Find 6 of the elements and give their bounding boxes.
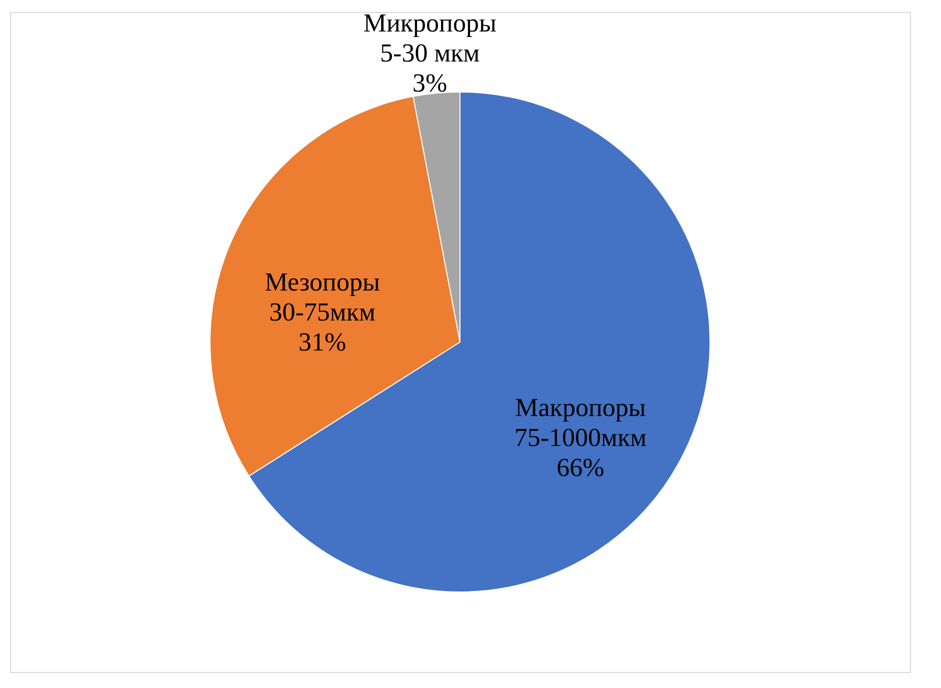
data-label: 3%	[412, 68, 448, 98]
slice-label: Макропоры 75-1000мкм	[514, 393, 647, 452]
data-label: 66%	[556, 453, 604, 482]
slice-label: Микропоры 5-30 мкм	[363, 8, 496, 68]
slice-label: Мезопоры 30-75мкм	[264, 267, 380, 326]
data-label: 31%	[298, 327, 346, 356]
